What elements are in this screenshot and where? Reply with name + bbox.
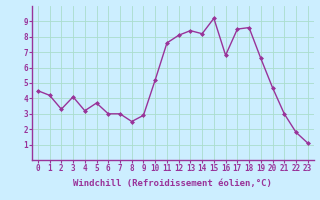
X-axis label: Windchill (Refroidissement éolien,°C): Windchill (Refroidissement éolien,°C) bbox=[73, 179, 272, 188]
